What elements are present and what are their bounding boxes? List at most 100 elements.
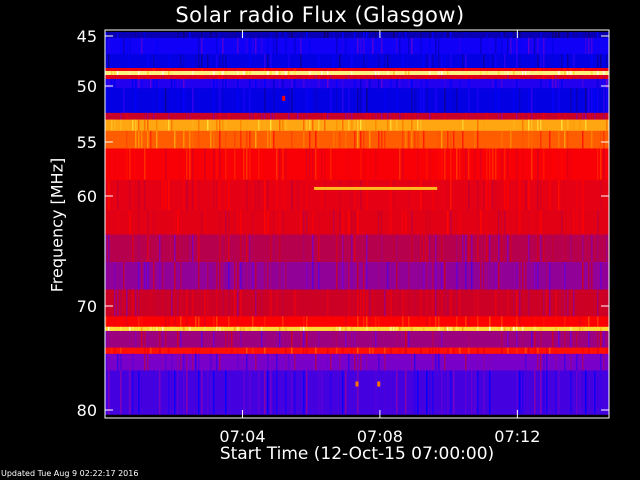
intensity-texture (501, 330, 503, 348)
intensity-texture (240, 234, 242, 262)
intensity-texture (585, 130, 587, 149)
intensity-texture (246, 130, 248, 149)
intensity-texture (225, 179, 227, 211)
intensity-texture (432, 353, 434, 371)
intensity-texture (228, 330, 230, 348)
intensity-texture (231, 32, 233, 38)
intensity-texture (252, 326, 254, 331)
intensity-texture (183, 370, 185, 415)
intensity-texture (450, 210, 452, 235)
intensity-texture (288, 32, 290, 38)
intensity-texture (156, 32, 158, 38)
intensity-texture (252, 347, 254, 354)
intensity-texture (204, 210, 206, 235)
intensity-texture (225, 119, 227, 131)
intensity-texture (174, 326, 176, 331)
intensity-texture (303, 326, 305, 331)
intensity-texture (438, 330, 440, 348)
intensity-texture (324, 112, 326, 120)
intensity-texture (408, 130, 410, 149)
intensity-texture (270, 71, 272, 75)
intensity-texture (282, 179, 284, 211)
intensity-texture (435, 262, 437, 290)
intensity-texture (213, 88, 215, 113)
intensity-texture (561, 330, 563, 348)
intensity-texture (108, 75, 110, 79)
intensity-texture (564, 234, 566, 262)
intensity-texture (147, 234, 149, 262)
intensity-texture (363, 130, 365, 149)
intensity-texture (531, 38, 533, 54)
intensity-texture (381, 68, 383, 71)
intensity-texture (300, 75, 302, 79)
intensity-texture (438, 148, 440, 180)
intensity-texture (105, 262, 107, 290)
intensity-texture (468, 316, 470, 327)
intensity-texture (486, 148, 488, 180)
intensity-texture (297, 75, 299, 79)
intensity-texture (378, 179, 380, 211)
intensity-texture (309, 75, 311, 79)
intensity-texture (306, 112, 308, 120)
intensity-texture (306, 210, 308, 235)
intensity-texture (180, 289, 182, 317)
intensity-texture (141, 130, 143, 149)
intensity-texture (510, 32, 512, 38)
intensity-texture (264, 112, 266, 120)
intensity-texture (459, 71, 461, 75)
intensity-texture (138, 289, 140, 317)
intensity-texture (135, 130, 137, 149)
intensity-texture (411, 79, 413, 89)
intensity-texture (321, 148, 323, 180)
intensity-texture (531, 148, 533, 180)
intensity-texture (471, 370, 473, 415)
intensity-texture (105, 353, 107, 371)
intensity-texture (474, 119, 476, 131)
intensity-texture (555, 316, 557, 327)
intensity-texture (123, 262, 125, 290)
intensity-texture (300, 38, 302, 54)
intensity-texture (426, 54, 428, 68)
intensity-texture (165, 353, 167, 371)
intensity-texture (357, 370, 359, 415)
intensity-texture (525, 353, 527, 371)
intensity-texture (462, 179, 464, 211)
intensity-texture (417, 88, 419, 113)
intensity-texture (288, 54, 290, 68)
intensity-texture (378, 54, 380, 68)
intensity-texture (168, 347, 170, 354)
intensity-texture (465, 148, 467, 180)
intensity-texture (276, 353, 278, 371)
intensity-texture (444, 262, 446, 290)
intensity-texture (378, 79, 380, 89)
intensity-texture (300, 326, 302, 331)
intensity-texture (198, 119, 200, 131)
intensity-texture (201, 32, 203, 38)
intensity-texture (192, 75, 194, 79)
intensity-texture (345, 262, 347, 290)
intensity-texture (165, 330, 167, 348)
intensity-texture (345, 148, 347, 180)
intensity-texture (459, 316, 461, 327)
intensity-texture (201, 370, 203, 415)
intensity-texture (378, 32, 380, 38)
intensity-texture (231, 79, 233, 89)
x-axis-label: Start Time (12-Oct-15 07:00:00) (219, 444, 495, 464)
intensity-texture (591, 38, 593, 54)
intensity-texture (213, 179, 215, 211)
intensity-texture (135, 289, 137, 317)
intensity-texture (366, 262, 368, 290)
intensity-texture (582, 326, 584, 331)
intensity-texture (216, 119, 218, 131)
intensity-texture (597, 316, 599, 327)
intensity-texture (123, 316, 125, 327)
intensity-texture (324, 148, 326, 180)
intensity-texture (300, 32, 302, 38)
intensity-texture (255, 68, 257, 71)
intensity-texture (267, 38, 269, 54)
x-tick-label: 07:04 (219, 427, 265, 446)
intensity-texture (267, 179, 269, 211)
intensity-texture (516, 330, 518, 348)
intensity-texture (495, 289, 497, 317)
intensity-texture (426, 289, 428, 317)
